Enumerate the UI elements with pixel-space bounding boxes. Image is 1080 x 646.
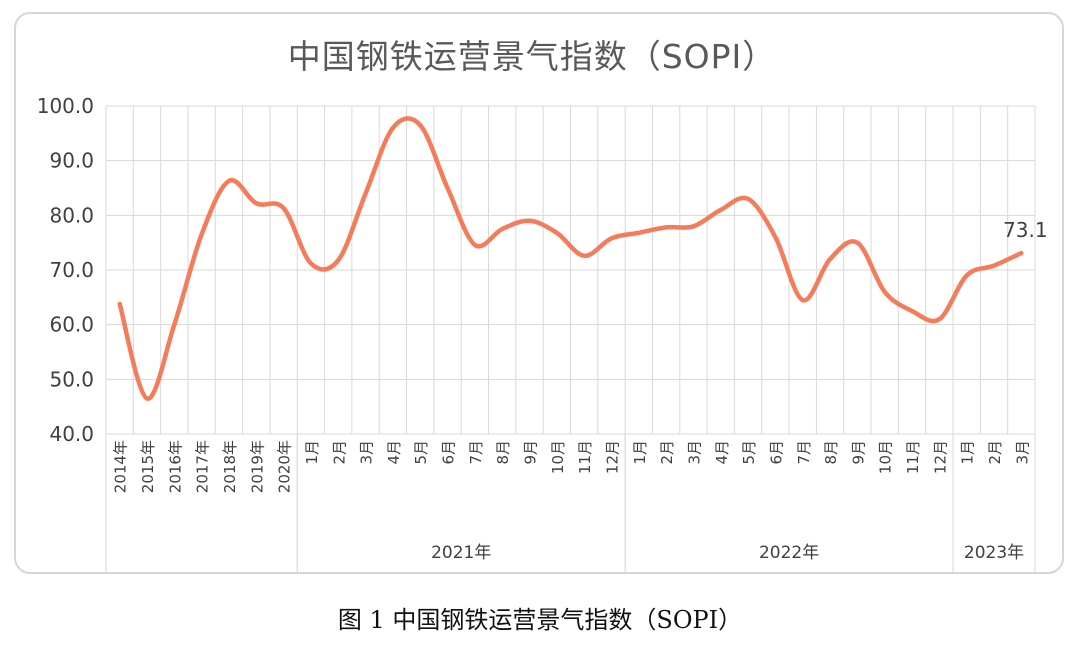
x-tick-label: 11月 — [904, 440, 922, 474]
x-tick-label: 10月 — [549, 440, 567, 474]
y-tick-label: 50.0 — [49, 367, 94, 391]
x-tick-label: 1月 — [631, 440, 649, 465]
figure-caption: 图 1 中国钢铁运营景气指数（SOPI） — [337, 606, 743, 634]
x-tick-label: 5月 — [740, 440, 758, 465]
x-tick-label: 8月 — [494, 440, 512, 465]
x-tick-label: 3月 — [1013, 440, 1031, 465]
x-tick-label: 12月 — [603, 440, 621, 474]
x-tick-label: 10月 — [877, 440, 895, 474]
x-tick-label: 1月 — [959, 440, 977, 465]
chart-title: 中国钢铁运营景气指数（SOPI） — [287, 37, 777, 76]
x-tick-label: 2016年 — [166, 440, 184, 493]
x-tick-label: 7月 — [795, 440, 813, 465]
series-lines — [117, 116, 1024, 401]
group-label: 2023年 — [964, 543, 1024, 563]
y-tick-label: 60.0 — [49, 313, 94, 337]
series-line — [117, 116, 1024, 401]
x-tick-label: 9月 — [849, 440, 867, 465]
y-tick-label: 40.0 — [49, 422, 94, 446]
x-tick-label: 4月 — [385, 440, 403, 465]
y-tick-label: 80.0 — [49, 203, 94, 227]
data-labels: 73.1 — [1003, 218, 1048, 242]
x-tick-label: 2015年 — [139, 440, 157, 493]
x-tick-label: 2月 — [658, 440, 676, 465]
y-tick-label: 100.0 — [37, 94, 94, 118]
x-tick-label: 2020年 — [276, 440, 294, 493]
x-tick-label: 7月 — [467, 440, 485, 465]
group-label: 2021年 — [431, 543, 491, 563]
group-label: 2022年 — [759, 543, 819, 563]
x-tick-label: 8月 — [822, 440, 840, 465]
x-tick-label: 5月 — [412, 440, 430, 465]
y-tick-label: 90.0 — [49, 149, 94, 173]
x-tick-label: 2017年 — [194, 440, 212, 493]
data-label: 73.1 — [1003, 218, 1048, 242]
x-tick-label: 1月 — [303, 440, 321, 465]
x-tick-label: 9月 — [522, 440, 540, 465]
x-tick-label: 2018年 — [221, 440, 239, 493]
x-tick-label: 12月 — [931, 440, 949, 474]
x-tick-label: 2月 — [986, 440, 1004, 465]
x-tick-label: 6月 — [767, 440, 785, 465]
x-tick-label: 2月 — [330, 440, 348, 465]
x-tick-label: 11月 — [576, 440, 594, 474]
x-tick-label: 3月 — [358, 440, 376, 465]
gridlines — [105, 105, 1036, 435]
y-tick-label: 70.0 — [49, 258, 94, 282]
x-tick-label: 6月 — [440, 440, 458, 465]
x-tick-label: 3月 — [685, 440, 703, 465]
y-axis-ticks: 40.0 50.0 60.0 70.0 80.0 90.0 100.0 — [37, 94, 94, 446]
x-tick-label: 2014年 — [112, 440, 130, 493]
x-tick-label: 2019年 — [248, 440, 266, 493]
x-axis-groups: 2021年 2022年 2023年 — [105, 434, 1036, 572]
x-axis-ticks: 2014年 2015年 2016年 2017年 2018年 2019年 2020年 1月 2月 3… — [112, 440, 1032, 493]
x-tick-label: 4月 — [713, 440, 731, 465]
